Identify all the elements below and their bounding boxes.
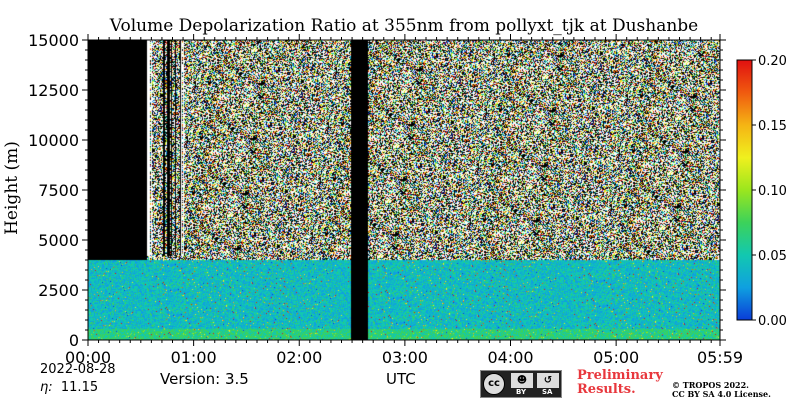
x-tick-label: 02:00: [276, 348, 322, 367]
share-alike-icon: ↺: [537, 373, 559, 388]
copyright-line1: © TROPOS 2022.: [672, 380, 749, 390]
eta-value: 11.15: [60, 380, 99, 395]
x-axis-label: UTC: [386, 370, 416, 388]
x-tick-label: 00:00: [65, 348, 111, 367]
colorbar-tick-label: 0.10: [758, 184, 787, 199]
eta-symbol: η:: [40, 380, 53, 395]
colorbar-tick-label: 0.15: [758, 119, 787, 134]
colorbar-bar: [736, 59, 753, 321]
heatmap: [88, 40, 720, 340]
by-label: BY: [516, 388, 527, 396]
colorbar-tick-label: 0.05: [758, 249, 787, 264]
copyright-notice: © TROPOS 2022. CC BY SA 4.0 License.: [672, 381, 771, 399]
y-tick-label: 12500: [28, 81, 79, 100]
colorbar: 0.00 0.05 0.10 0.15 0.20: [736, 54, 787, 329]
sa-label: SA: [542, 388, 553, 396]
date-label: 2022-08-28: [40, 362, 116, 377]
cc-license-badge[interactable]: cc ☻ ↺ BY SA: [480, 370, 562, 398]
x-tick-label: 04:00: [487, 348, 533, 367]
preliminary-notice: Preliminary Results.: [577, 369, 663, 397]
y-tick-label: 2500: [38, 281, 79, 300]
x-tick-label: 05:00: [593, 348, 639, 367]
version-label: Version: 3.5: [160, 370, 249, 388]
axes: 0 2500 5000 7500 10000 12500 15000 00:00 01:00 02…: [28, 31, 743, 367]
colorbar-tick-label: 0.20: [758, 54, 787, 69]
cc-icon: cc: [483, 373, 505, 395]
x-tick-label: 03:00: [382, 348, 428, 367]
y-tick-label: 7500: [38, 181, 79, 200]
y-tick-label: 0: [69, 331, 79, 350]
y-tick-label: 5000: [38, 231, 79, 250]
eta-label: η: 11.15: [40, 380, 98, 395]
y-tick-label: 15000: [28, 31, 79, 50]
x-tick-label: 01:00: [171, 348, 217, 367]
chart-title: Volume Depolarization Ratio at 355nm fro…: [109, 16, 699, 36]
y-axis-label: Height (m): [2, 141, 22, 235]
copyright-line2: CC BY SA 4.0 License.: [672, 389, 771, 399]
preliminary-line2: Results.: [577, 382, 636, 397]
heatmap-image: [88, 40, 720, 340]
x-tick-label: 05:59: [697, 348, 743, 367]
by-person-icon: ☻: [511, 373, 533, 388]
y-tick-label: 10000: [28, 131, 79, 150]
colorbar-tick-label: 0.00: [758, 314, 787, 329]
preliminary-line1: Preliminary: [577, 368, 663, 383]
